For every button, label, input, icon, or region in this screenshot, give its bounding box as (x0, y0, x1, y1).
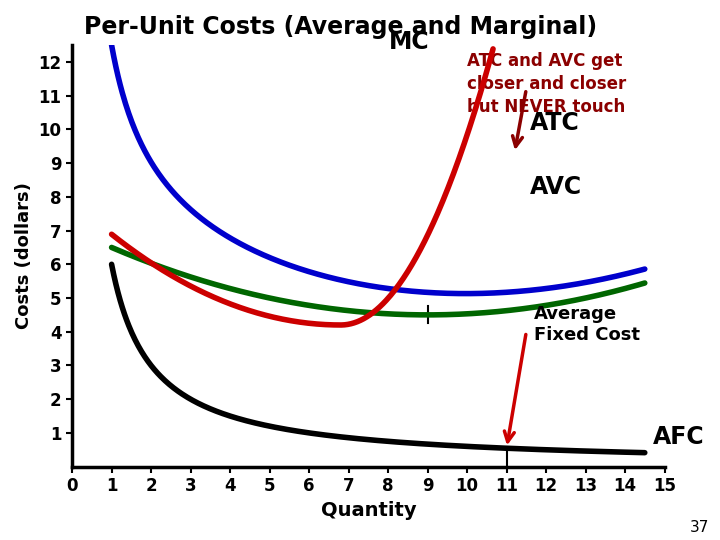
Text: ATC and AVC get
closer and closer
but NEVER touch: ATC and AVC get closer and closer but NE… (467, 52, 626, 116)
Text: MC: MC (389, 30, 430, 53)
Text: AFC: AFC (653, 426, 704, 449)
Text: AVC: AVC (530, 175, 582, 199)
Text: ATC: ATC (530, 111, 580, 134)
Y-axis label: Costs (dollars): Costs (dollars) (15, 183, 33, 329)
X-axis label: Quantity: Quantity (320, 501, 416, 519)
Text: Per-Unit Costs (Average and Marginal): Per-Unit Costs (Average and Marginal) (84, 15, 597, 39)
Text: 37: 37 (690, 519, 709, 535)
Text: Average
Fixed Cost: Average Fixed Cost (534, 305, 640, 343)
